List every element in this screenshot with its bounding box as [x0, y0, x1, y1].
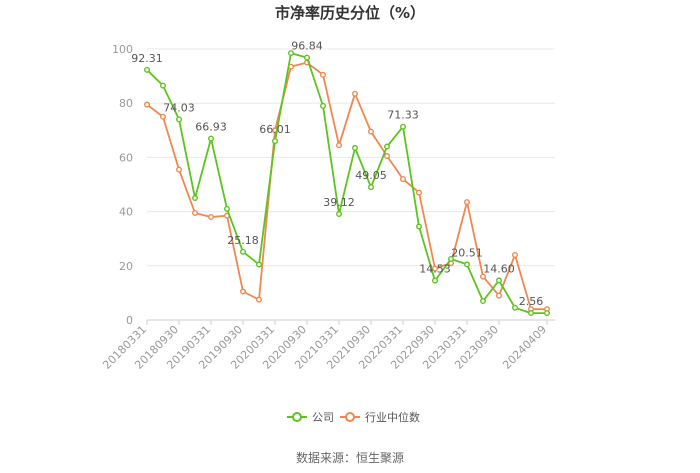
data-label: 92.31 — [131, 52, 163, 65]
data-point-company — [432, 277, 439, 284]
data-point-industry-median — [432, 265, 439, 272]
data-point-industry-median — [159, 113, 166, 120]
data-label: 20.51 — [451, 246, 483, 259]
data-point-industry-median — [496, 292, 503, 299]
data-label: 49.05 — [355, 169, 387, 182]
data-point-company — [480, 298, 487, 305]
data-point-company — [544, 310, 551, 317]
x-tick-label: 20240409 — [500, 323, 549, 372]
data-source: 数据来源：恒生聚源 — [296, 450, 404, 465]
data-point-industry-median — [191, 209, 198, 216]
y-tick-label: 20 — [119, 260, 133, 273]
legend[interactable]: 公司 行业中位数 — [287, 410, 420, 424]
data-point-industry-median — [143, 101, 150, 108]
data-point-company — [304, 54, 311, 61]
data-point-industry-median — [336, 142, 343, 149]
data-label: 39.12 — [323, 196, 355, 209]
data-point-industry-median — [480, 273, 487, 280]
legend-industry-median-label: 行业中位数 — [365, 410, 420, 424]
data-point-company — [143, 66, 150, 73]
chart-title: 市净率历史分位（%） — [275, 4, 425, 22]
y-tick-label: 80 — [119, 97, 133, 110]
data-point-company — [416, 223, 423, 230]
data-point-company — [288, 50, 295, 57]
data-point-company — [175, 116, 182, 123]
data-point-company — [256, 261, 263, 268]
legend-item-industry-median[interactable]: 行业中位数 — [340, 410, 420, 424]
y-tick-label: 40 — [119, 206, 133, 219]
grid — [147, 48, 555, 267]
series-line-company — [146, 52, 547, 315]
data-label: 74.03 — [163, 101, 195, 114]
data-label: 96.84 — [291, 40, 323, 53]
data-point-company — [336, 210, 343, 217]
legend-company-label: 公司 — [312, 411, 334, 424]
y-tick-label: 0 — [126, 314, 133, 327]
data-point-company — [384, 143, 391, 150]
data-point-industry-median — [464, 199, 471, 206]
data-point-company — [464, 261, 471, 268]
data-point-company — [272, 138, 279, 145]
data-point-company — [448, 256, 455, 263]
series — [143, 50, 551, 317]
data-label: 71.33 — [387, 109, 419, 122]
data-point-company — [207, 135, 214, 142]
legend-company-marker — [292, 412, 302, 422]
data-point-company — [528, 310, 535, 317]
data-point-industry-median — [512, 251, 519, 258]
data-label: 25.18 — [227, 234, 259, 247]
data-label: 2.56 — [519, 295, 544, 308]
data-label: 14.53 — [419, 263, 451, 276]
data-point-industry-median — [320, 71, 327, 78]
legend-item-company[interactable]: 公司 — [287, 411, 334, 424]
data-point-industry-median — [400, 176, 407, 183]
data-point-company — [352, 144, 359, 151]
data-point-company — [368, 184, 375, 191]
data-point-company — [239, 248, 246, 255]
data-point-company — [159, 82, 166, 89]
data-point-company — [191, 195, 198, 202]
data-point-company — [496, 277, 503, 284]
data-point-industry-median — [384, 153, 391, 160]
data-point-industry-median — [368, 128, 375, 135]
data-point-company — [512, 304, 519, 311]
data-label: 66.93 — [195, 121, 227, 134]
data-point-industry-median — [175, 166, 182, 173]
data-point-industry-median — [352, 90, 359, 97]
data-point-industry-median — [239, 288, 246, 295]
y-tick-label: 60 — [119, 151, 133, 164]
data-point-company — [400, 123, 407, 130]
y-tick-label: 100 — [112, 43, 133, 56]
data-point-company — [223, 205, 230, 212]
data-point-industry-median — [416, 189, 423, 196]
data-point-company — [320, 102, 327, 109]
data-label: 66.01 — [259, 123, 291, 136]
data-point-industry-median — [256, 296, 263, 303]
data-point-industry-median — [207, 214, 214, 221]
legend-industry-median-marker — [345, 412, 355, 422]
data-label: 14.60 — [483, 262, 515, 275]
